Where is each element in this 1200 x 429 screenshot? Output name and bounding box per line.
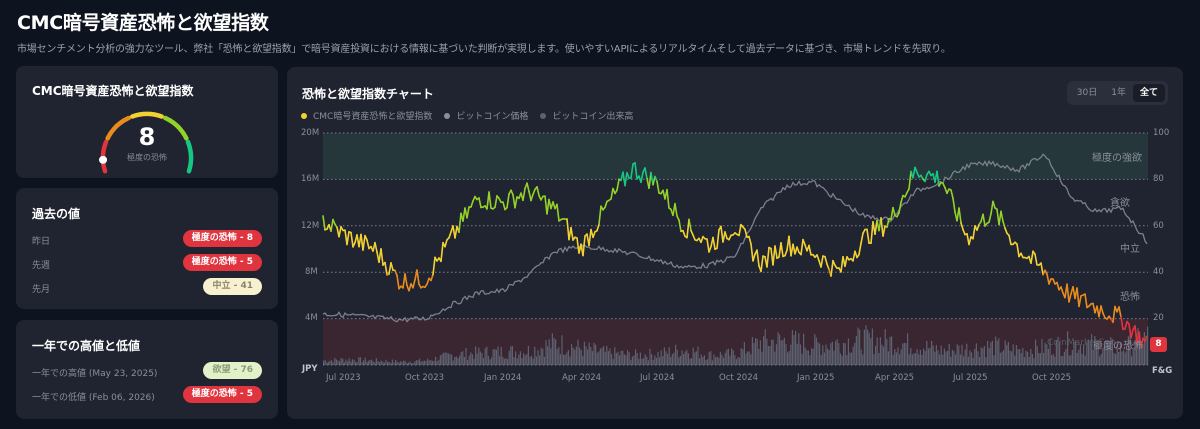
watermark-logo: CoinMarketCap (1047, 338, 1116, 348)
x-tick: Oct 2024 (719, 373, 759, 383)
yearly-low-badge: 極度の恐怖 - 5 (182, 386, 262, 403)
past-row-label-yesterday: 昨日 (32, 237, 51, 247)
x-tick: Jul 2023 (326, 373, 361, 383)
chart-legend: CMC暗号資産恐怖と欲望指数 ビットコイン価格 ビットコイン出来高 (301, 109, 633, 122)
past-values-title: 過去の値 (32, 207, 81, 221)
yearly-high-label: 一年での高値 (May 23, 2025) (32, 369, 158, 379)
yearly-low-label: 一年での低値 (Feb 06, 2026) (32, 393, 155, 403)
zone-label-extreme-greed: 極度の強欲 (1092, 153, 1142, 164)
gauge-arc-icon (99, 111, 194, 174)
x-tick: Jan 2025 (797, 373, 835, 383)
gauge-title: CMC暗号資産恐怖と欲望指数 (32, 84, 194, 98)
legend-dot-icon (540, 112, 547, 119)
left-tick: 20M (301, 128, 320, 138)
chart-plot[interactable] (287, 67, 1183, 419)
range-all-button[interactable]: 全て (1132, 84, 1165, 102)
x-tick: Apr 2024 (562, 373, 602, 383)
past-row-badge-yesterday: 極度の恐怖 - 8 (182, 230, 262, 247)
yearly-title: 一年での高値と低値 (32, 339, 141, 353)
left-tick: 16M (301, 174, 320, 184)
x-tick: Jan 2024 (484, 373, 522, 383)
current-value-badge: 8 (1150, 337, 1167, 352)
x-tick: Oct 2023 (405, 373, 445, 383)
zone-label-greed: 貪欲 (1110, 198, 1130, 209)
legend-dot-icon (301, 112, 307, 119)
chart-card: 恐怖と欲望指数チャート CMC暗号資産恐怖と欲望指数 ビットコイン価格 ビットコ… (287, 67, 1183, 419)
left-tick: 12M (301, 221, 320, 231)
left-axis-unit: JPY (302, 364, 318, 374)
past-row-badge-last-month: 中立 - 41 (203, 278, 262, 295)
right-axis-unit: F&G (1152, 366, 1173, 376)
page-title: CMC暗号資産恐怖と欲望指数 (17, 12, 269, 34)
gauge-value: 8 (138, 123, 156, 151)
left-tick: 4M (305, 313, 318, 323)
range-1y-button[interactable]: 1年 (1111, 88, 1126, 98)
right-tick: 40 (1153, 267, 1164, 277)
x-tick: Oct 2025 (1032, 373, 1072, 383)
range-30d-button[interactable]: 30日 (1076, 88, 1098, 98)
right-tick: 100 (1153, 128, 1170, 138)
left-tick: 8M (305, 267, 318, 277)
right-tick: 60 (1153, 221, 1164, 231)
chart-title: 恐怖と欲望指数チャート (302, 87, 434, 101)
legend-dot-icon (444, 112, 451, 119)
x-tick: Jul 2025 (953, 373, 988, 383)
right-tick: 20 (1153, 313, 1164, 323)
legend-item-btc-volume[interactable]: ビットコイン出来高 (540, 109, 633, 122)
past-values-card: 過去の値 昨日 極度の恐怖 - 8 先週 極度の恐怖 - 5 先月 中立 - 4… (16, 188, 278, 309)
zone-label-neutral: 中立 (1120, 244, 1140, 255)
x-tick: Jul 2024 (640, 373, 675, 383)
extreme-greed-zone (323, 133, 1148, 180)
past-row-label-last-week: 先週 (32, 261, 51, 271)
yearly-high-badge: 欲望 - 76 (203, 362, 262, 379)
legend-item-btc-price[interactable]: ビットコイン価格 (444, 109, 528, 122)
past-row-label-last-month: 先月 (32, 285, 51, 295)
legend-item-fg-index[interactable]: CMC暗号資産恐怖と欲望指数 (301, 109, 432, 122)
x-tick: Apr 2025 (875, 373, 915, 383)
zone-label-fear: 恐怖 (1120, 292, 1140, 303)
yearly-high-low-card: 一年での高値と低値 一年での高値 (May 23, 2025) 欲望 - 76 … (16, 320, 278, 419)
past-row-badge-last-week: 極度の恐怖 - 5 (182, 254, 262, 271)
range-selector: 30日 1年 全て (1066, 81, 1168, 105)
gauge-card: CMC暗号資産恐怖と欲望指数 8 極度の恐怖 (16, 66, 278, 178)
right-tick: 80 (1153, 174, 1164, 184)
zone-label-extreme-fear: 極度の恐怖 (1093, 341, 1143, 352)
page-subtitle: 市場センチメント分析の強力なツール、弊社「恐怖と欲望指数」で暗号資産投資における… (17, 44, 951, 55)
gauge-label: 極度の恐怖 (127, 153, 167, 162)
